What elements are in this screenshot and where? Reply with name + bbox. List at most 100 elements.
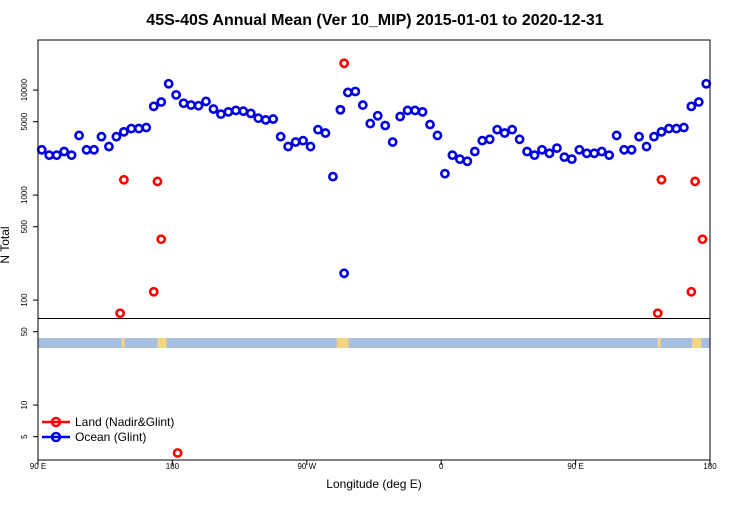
data-point [339,58,350,69]
data-point [649,131,659,142]
data-point [44,150,55,161]
data-point [656,174,667,185]
data-point [81,144,92,155]
land-strip-segment [657,338,661,348]
data-point [380,120,391,131]
data-point [313,124,323,135]
x-tick-label: 0 [439,462,444,471]
data-point [537,144,547,155]
data-point [223,106,234,117]
y-axis-label: N Total [0,226,12,263]
data-point [186,100,196,110]
data-point [544,148,555,159]
series-land [115,58,708,458]
data-point [238,106,249,117]
data-point [499,128,510,138]
data-point [440,168,450,179]
data-point [387,137,398,147]
data-point [641,141,652,152]
data-point [365,118,376,129]
data-point [320,128,331,138]
data-point [141,122,152,133]
data-point [245,108,256,119]
data-point [350,86,361,97]
data-point [664,123,674,134]
land-strip-segment [336,338,349,348]
data-point [156,234,167,245]
data-point [118,174,129,185]
data-point [656,126,667,137]
data-point [66,150,77,161]
data-point [328,171,338,182]
data-point [201,96,211,107]
data-point [51,150,62,161]
data-point [477,135,488,146]
data-point [171,90,182,100]
data-point [589,148,600,159]
data-point [275,131,286,142]
data-point [395,111,406,122]
data-point [611,130,622,141]
data-point [507,124,518,135]
x-tick-label: 180 [703,462,717,471]
plot-frame [37,39,711,461]
data-point [152,176,163,187]
chart-title: 45S-40S Annual Mean (Ver 10_MIP) 2015-01… [146,12,604,29]
land-strip-segment [692,338,702,348]
y-tick-label: 500 [20,219,29,233]
data-point [335,104,346,115]
data-point [290,137,301,147]
data-point [118,126,129,137]
legend-marker-ocean [50,431,62,443]
series-ocean [36,78,712,279]
legend-label-ocean: Ocean (Glint) [75,430,146,444]
data-point [126,123,137,134]
data-point [596,146,607,157]
data-point [156,97,167,107]
data-point [283,141,294,152]
data-point [432,130,443,141]
data-point [357,100,368,110]
data-point [529,150,540,161]
y-tick-label: 50 [20,327,29,336]
data-point [133,123,144,134]
ocean-strip [38,338,710,348]
data-point [454,154,465,165]
data-point [626,144,637,155]
data-point [402,105,413,116]
data-point [339,268,350,279]
y-axis: 5 10 50 100 500 1000 5000 10000 [20,78,38,439]
data-point [693,97,704,107]
x-tick-label: 90 W [297,462,316,471]
data-point [604,150,615,161]
data-point [230,105,241,116]
data-point [372,110,383,121]
land-strip-segment [157,338,167,348]
land-sea-strip [38,338,710,348]
legend: Land (Nadir&Glint) Ocean (Glint) [42,415,174,444]
x-axis-label: Longitude (deg E) [326,477,421,491]
data-point [253,113,264,124]
data-point [342,87,353,98]
data-point [111,131,122,142]
data-point [298,135,308,146]
data-point [581,148,592,159]
data-point [484,134,495,145]
data-point [96,131,107,142]
data-point [514,134,525,145]
data-point [178,98,189,109]
data-point [559,152,570,163]
y-tick-label: 100 [20,293,29,307]
data-point [552,143,562,154]
y-tick-label: 10 [20,400,29,409]
data-point [469,146,480,157]
data-point [163,78,174,89]
data-point [208,104,219,114]
data-point [686,286,697,297]
land-strip-segment [121,338,125,348]
x-tick-label: 90 E [567,462,583,471]
data-point [619,144,630,155]
data-point [148,101,159,112]
data-point [89,144,99,155]
